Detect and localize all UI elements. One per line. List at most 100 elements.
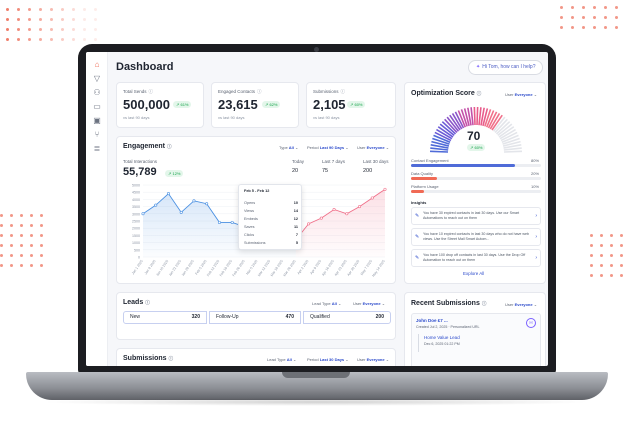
metric-value: 20% bbox=[531, 171, 540, 176]
laptop-shadow bbox=[40, 398, 592, 406]
x-tick-label: Jan 29 2025 bbox=[181, 259, 195, 277]
gauge-segment bbox=[500, 131, 518, 142]
submission-meta: Created Jul 2, 2025 · Personalized URL bbox=[416, 325, 480, 329]
stat-card-engaged-contacts[interactable]: Engaged Contacts ⓘ 23,615 ↗ 62% vs last 9… bbox=[211, 82, 299, 128]
engagement-title: Engagement ⓘ bbox=[123, 143, 172, 150]
insight-item[interactable]: ✎ You have 100 drop off contacts in last … bbox=[411, 249, 541, 267]
decorative-dot bbox=[94, 18, 97, 21]
decorative-dot bbox=[620, 264, 623, 267]
stat-value: 500,000 bbox=[123, 97, 170, 112]
optimization-user-filter[interactable]: User Everyone ⌄ bbox=[505, 92, 538, 97]
decorative-dot bbox=[600, 244, 603, 247]
lead-stage-follow-up[interactable]: Follow-Up 470 bbox=[209, 311, 301, 324]
decorative-dot bbox=[30, 234, 33, 237]
decorative-dot bbox=[6, 28, 9, 31]
decorative-dot bbox=[560, 26, 563, 29]
decorative-dot bbox=[94, 8, 97, 11]
lead-stage-new[interactable]: New 320 bbox=[123, 311, 207, 324]
submissions-type-filter[interactable]: Lead Type All ⌄ bbox=[267, 357, 297, 362]
recent-user-filter[interactable]: User Everyone ⌄ bbox=[505, 302, 538, 307]
users-icon[interactable]: ⚇ bbox=[93, 88, 101, 97]
lead-stage-qualified[interactable]: Qualified 200 bbox=[303, 311, 391, 324]
chevron-right-icon: › bbox=[535, 213, 537, 219]
home-icon[interactable]: ⌂ bbox=[94, 60, 100, 69]
message-icon[interactable]: ▭ bbox=[93, 102, 101, 111]
decorative-dot bbox=[83, 28, 86, 31]
decorative-dot bbox=[40, 214, 43, 217]
decorative-dot bbox=[72, 8, 75, 11]
help-assistant-button[interactable]: ✦ Hi Tom, how can I help? bbox=[468, 60, 544, 75]
gauge-segment bbox=[503, 144, 522, 149]
decorative-dot bbox=[61, 38, 64, 41]
stat-card-total-sends[interactable]: Total Sends ⓘ 500,000 ↗ 61% vs last 90 da… bbox=[116, 82, 204, 128]
y-tick-label: 1000 bbox=[132, 241, 140, 245]
data-point bbox=[154, 203, 158, 207]
inbox-icon[interactable]: ▣ bbox=[93, 116, 101, 125]
data-point bbox=[358, 205, 362, 209]
pencil-icon: ✎ bbox=[415, 255, 420, 261]
data-point bbox=[166, 192, 170, 196]
x-tick-label: Feb 5 2025 bbox=[194, 259, 207, 275]
decorative-dot bbox=[0, 224, 3, 227]
workflow-icon[interactable]: ⑂ bbox=[94, 130, 100, 139]
data-point bbox=[332, 207, 336, 211]
chevron-right-icon: › bbox=[535, 255, 537, 261]
decorative-dot bbox=[50, 38, 53, 41]
engagement-period-filter[interactable]: Period Last 90 Days ⌄ bbox=[307, 145, 349, 150]
insight-item[interactable]: ✎ You have 30 expired contacts in last 30… bbox=[411, 207, 541, 225]
decorative-dot bbox=[0, 244, 3, 247]
stat-card-submissions[interactable]: Submissions ⓘ 2,105 ↗ 60% vs last 90 days bbox=[306, 82, 396, 128]
gauge-segment bbox=[491, 114, 503, 131]
decorative-dot bbox=[61, 8, 64, 11]
submissions-period-filter[interactable]: Period Last 30 Days ⌄ bbox=[307, 357, 349, 362]
data-point bbox=[179, 210, 183, 214]
recent-submissions-title: Recent Submissions ⓘ bbox=[411, 300, 487, 307]
insight-item[interactable]: ✎ You have 10 expired contacts in last 30… bbox=[411, 228, 541, 246]
gauge-segment bbox=[444, 118, 458, 134]
gauge-segment bbox=[476, 107, 479, 126]
decorative-dot bbox=[571, 6, 574, 9]
decorative-dot bbox=[6, 18, 9, 21]
funnel-icon[interactable]: ▽ bbox=[93, 74, 101, 83]
stat-value: 23,615 bbox=[218, 97, 258, 112]
score-gauge bbox=[430, 107, 522, 153]
data-point bbox=[370, 196, 374, 200]
last7-value: 75 bbox=[322, 168, 329, 174]
gauge-segment bbox=[494, 118, 508, 134]
engagement-type-filter[interactable]: Type All ⌄ bbox=[279, 145, 299, 150]
gauge-segment bbox=[436, 128, 453, 140]
submission-item[interactable]: John Doe £7 ... Created Jul 2, 2025 · Pe… bbox=[411, 313, 541, 366]
metric-label: Contact Engagement bbox=[411, 158, 449, 163]
gauge-segment bbox=[480, 107, 485, 126]
gauge-segment bbox=[484, 109, 492, 127]
tooltip-row: Embeds 12 bbox=[244, 217, 298, 221]
decorative-dot bbox=[94, 28, 97, 31]
chart-tooltip: Feb 5 - Feb 12 Opens 10 Views 14 Embeds 12 … bbox=[238, 184, 302, 250]
y-tick-label: 0 bbox=[138, 256, 140, 260]
database-icon[interactable]: ≣ bbox=[93, 144, 101, 153]
y-tick-label: 2000 bbox=[132, 227, 140, 231]
submissions-user-filter[interactable]: User Everyone ⌄ bbox=[357, 357, 390, 362]
explore-all-link[interactable]: Explore All bbox=[463, 271, 485, 276]
decorative-dot bbox=[94, 38, 97, 41]
decorative-dot bbox=[17, 8, 20, 11]
submission-form-name[interactable]: Home Value Lead bbox=[424, 335, 460, 340]
leads-user-filter[interactable]: User Everyone ⌄ bbox=[353, 301, 386, 306]
tooltip-title: Feb 5 - Feb 12 bbox=[244, 189, 270, 193]
leads-type-filter[interactable]: Lead Type All ⌄ bbox=[312, 301, 342, 306]
submission-contact-name[interactable]: John Doe £7 ... bbox=[416, 318, 448, 323]
metric-label: Data Quality bbox=[411, 171, 434, 176]
gauge-segment bbox=[460, 109, 468, 127]
decorative-dot bbox=[30, 214, 33, 217]
decorative-dot bbox=[17, 38, 20, 41]
engagement-user-filter[interactable]: User Everyone ⌄ bbox=[357, 145, 390, 150]
x-tick-label: May 7 2025 bbox=[360, 259, 374, 276]
gauge-segment bbox=[498, 126, 515, 138]
recent-submissions-card: Recent Submissions ⓘ User Everyone ⌄ John… bbox=[404, 292, 546, 366]
insights-label: Insights bbox=[411, 200, 427, 205]
gauge-segment bbox=[470, 107, 474, 126]
metric-bar-fill bbox=[411, 177, 437, 180]
sidebar: ⌂ ▽ ⚇ ▭ ▣ ⑂ ≣ bbox=[86, 52, 108, 366]
y-tick-label: 500 bbox=[134, 248, 140, 252]
sparkle-icon: ✦ bbox=[476, 64, 481, 70]
